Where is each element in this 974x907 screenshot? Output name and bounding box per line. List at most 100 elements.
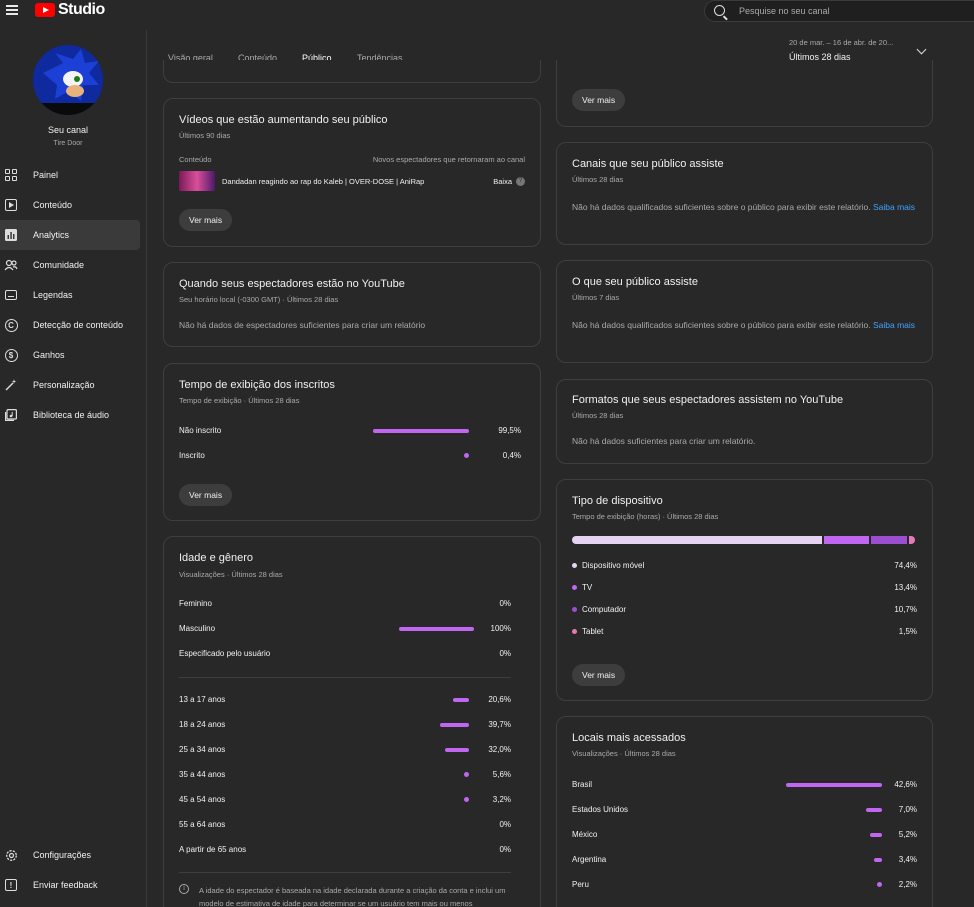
tab-publico[interactable]: Público <box>302 53 332 63</box>
row-value: 0,4% <box>502 451 521 460</box>
sidebar-item-comunidade[interactable]: Comunidade <box>0 250 147 280</box>
row-value: 1,5% <box>898 627 917 636</box>
gender-row: Especificado pelo usuário 0% <box>179 649 511 661</box>
tab-tendencias[interactable]: Tendências <box>357 53 403 63</box>
card-subtitle: Visualizações · Últimos 28 dias <box>179 570 283 579</box>
no-data-message: Não há dados qualificados suficientes so… <box>572 318 917 333</box>
card-subtitle: Visualizações · Últimos 28 dias <box>572 749 676 758</box>
location-row: Peru 2,2% <box>572 880 917 892</box>
row-value: 5,2% <box>898 830 917 839</box>
sidebar-item-label: Ganhos <box>33 350 65 360</box>
card-title: Tipo de dispositivo <box>572 495 663 507</box>
top-bar: Studio <box>0 0 974 30</box>
age-row: 55 a 64 anos 0% <box>179 820 511 832</box>
location-row: Brasil 42,6% <box>572 780 917 792</box>
date-period-label[interactable]: Últimos 28 dias <box>789 52 851 62</box>
age-row: 35 a 44 anos 5,6% <box>179 770 511 782</box>
see-more-button[interactable]: Ver mais <box>179 209 233 231</box>
sidebar-item-deteccao[interactable]: C Detecção de conteúdo <box>0 310 147 340</box>
row-label: 13 a 17 anos <box>179 695 226 704</box>
tab-visao-geral[interactable]: Visão geral <box>168 53 213 63</box>
device-segment-computer[interactable] <box>871 536 907 544</box>
row-bar <box>866 808 882 812</box>
video-thumbnail[interactable] <box>179 171 215 191</box>
sidebar-item-label: Comunidade <box>33 260 85 270</box>
info-icon[interactable]: i <box>179 884 189 894</box>
see-more-button[interactable]: Ver mais <box>572 89 626 111</box>
learn-more-link[interactable]: Saiba mais <box>873 320 916 330</box>
device-segment-mobile[interactable] <box>572 536 822 544</box>
location-row: México 5,2% <box>572 830 917 842</box>
see-more-button[interactable]: Ver mais <box>572 664 626 686</box>
see-more-button[interactable]: Ver mais <box>179 484 233 506</box>
legend-dot <box>572 629 577 634</box>
card-title: Quando seus espectadores estão no YouTub… <box>179 278 405 290</box>
channel-name: Tire Door <box>53 140 83 147</box>
segment-gap <box>869 536 871 544</box>
sidebar-item-feedback[interactable]: ! Enviar feedback <box>0 870 147 900</box>
date-range[interactable]: 20 de mar. – 16 de abr. de 20... <box>789 38 894 47</box>
message-text: Não há dados qualificados suficientes so… <box>572 320 871 330</box>
row-label: Tablet <box>582 627 604 636</box>
search-input[interactable] <box>739 4 959 18</box>
menu-icon[interactable] <box>6 5 18 15</box>
tab-conteudo[interactable]: Conteúdo <box>238 53 278 63</box>
learn-more-link[interactable]: Saiba mais <box>873 202 916 212</box>
row-bar <box>786 783 882 787</box>
sidebar-item-label: Legendas <box>33 290 73 300</box>
row-value: 100% <box>490 624 511 633</box>
avatar-image <box>33 45 103 115</box>
row-bar <box>373 429 469 433</box>
row-label: Feminino <box>179 599 212 608</box>
when-viewers-card: Quando seus espectadores estão no YouTub… <box>163 262 541 347</box>
sidebar-item-painel[interactable]: Painel <box>0 160 147 190</box>
row-bar <box>453 698 469 702</box>
row-value: 99,5% <box>498 426 521 435</box>
sidebar-item-configuracoes[interactable]: Configurações <box>0 840 147 870</box>
subscriber-row: Inscrito 0,4% <box>179 451 521 463</box>
row-bar <box>874 858 882 862</box>
row-bar <box>464 797 469 802</box>
studio-logo[interactable]: Studio <box>35 1 105 19</box>
community-icon <box>4 258 18 272</box>
card-title: Canais que seu público assiste <box>572 158 724 170</box>
row-label: México <box>572 830 598 839</box>
sidebar-item-label: Biblioteca de áudio <box>33 410 110 420</box>
sidebar-item-biblioteca[interactable]: Biblioteca de áudio <box>0 400 147 430</box>
top-locations-card: Locais mais acessados Visualizações · Úl… <box>556 716 933 907</box>
row-value: 0% <box>499 599 511 608</box>
card-title: Locais mais acessados <box>572 732 686 744</box>
row-value: 5,6% <box>492 770 511 779</box>
device-row: Tablet 1,5% <box>572 627 917 639</box>
age-row: 45 a 54 anos 3,2% <box>179 795 511 807</box>
sidebar-item-ganhos[interactable]: $ Ganhos <box>0 340 147 370</box>
no-data-message: Não há dados qualificados suficientes so… <box>572 200 917 215</box>
column-header-new-viewers: Novos espectadores que retornaram ao can… <box>372 155 525 164</box>
row-value: 32,0% <box>488 745 511 754</box>
dashboard-icon <box>4 168 18 182</box>
channel-avatar[interactable] <box>33 45 103 115</box>
video-title[interactable]: Dandadan reagindo ao rap do Kaleb | OVER… <box>222 177 425 186</box>
row-value: 0% <box>499 845 511 854</box>
row-value: 20,6% <box>488 695 511 704</box>
row-bar <box>464 772 469 777</box>
search-icon[interactable] <box>714 5 725 16</box>
device-segment-tv[interactable] <box>824 536 869 544</box>
row-value: 3,4% <box>898 855 917 864</box>
what-audience-watches-card: O que seu público assiste Últimos 7 dias… <box>556 260 933 363</box>
sidebar-item-legendas[interactable]: Legendas <box>0 280 147 310</box>
card-subtitle: Últimos 90 dias <box>179 131 231 140</box>
row-bar <box>870 833 882 837</box>
sidebar-item-analytics[interactable]: Analytics <box>0 220 140 250</box>
card-subtitle: Últimos 28 dias <box>572 411 624 420</box>
earn-icon: $ <box>4 348 18 362</box>
sidebar-item-personalizacao[interactable]: Personalização <box>0 370 147 400</box>
card-subtitle: Seu horário local (-0300 GMT) · Últimos … <box>179 295 339 304</box>
sidebar-item-conteudo[interactable]: Conteúdo <box>0 190 147 220</box>
info-icon[interactable]: ? <box>516 177 525 186</box>
copyright-icon: C <box>4 318 18 332</box>
card-subtitle: Últimos 7 dias <box>572 293 620 302</box>
device-type-card: Tipo de dispositivo Tempo de exibição (h… <box>556 479 933 701</box>
row-value: 13,4% <box>894 583 917 592</box>
device-segment-tablet[interactable] <box>909 536 915 544</box>
